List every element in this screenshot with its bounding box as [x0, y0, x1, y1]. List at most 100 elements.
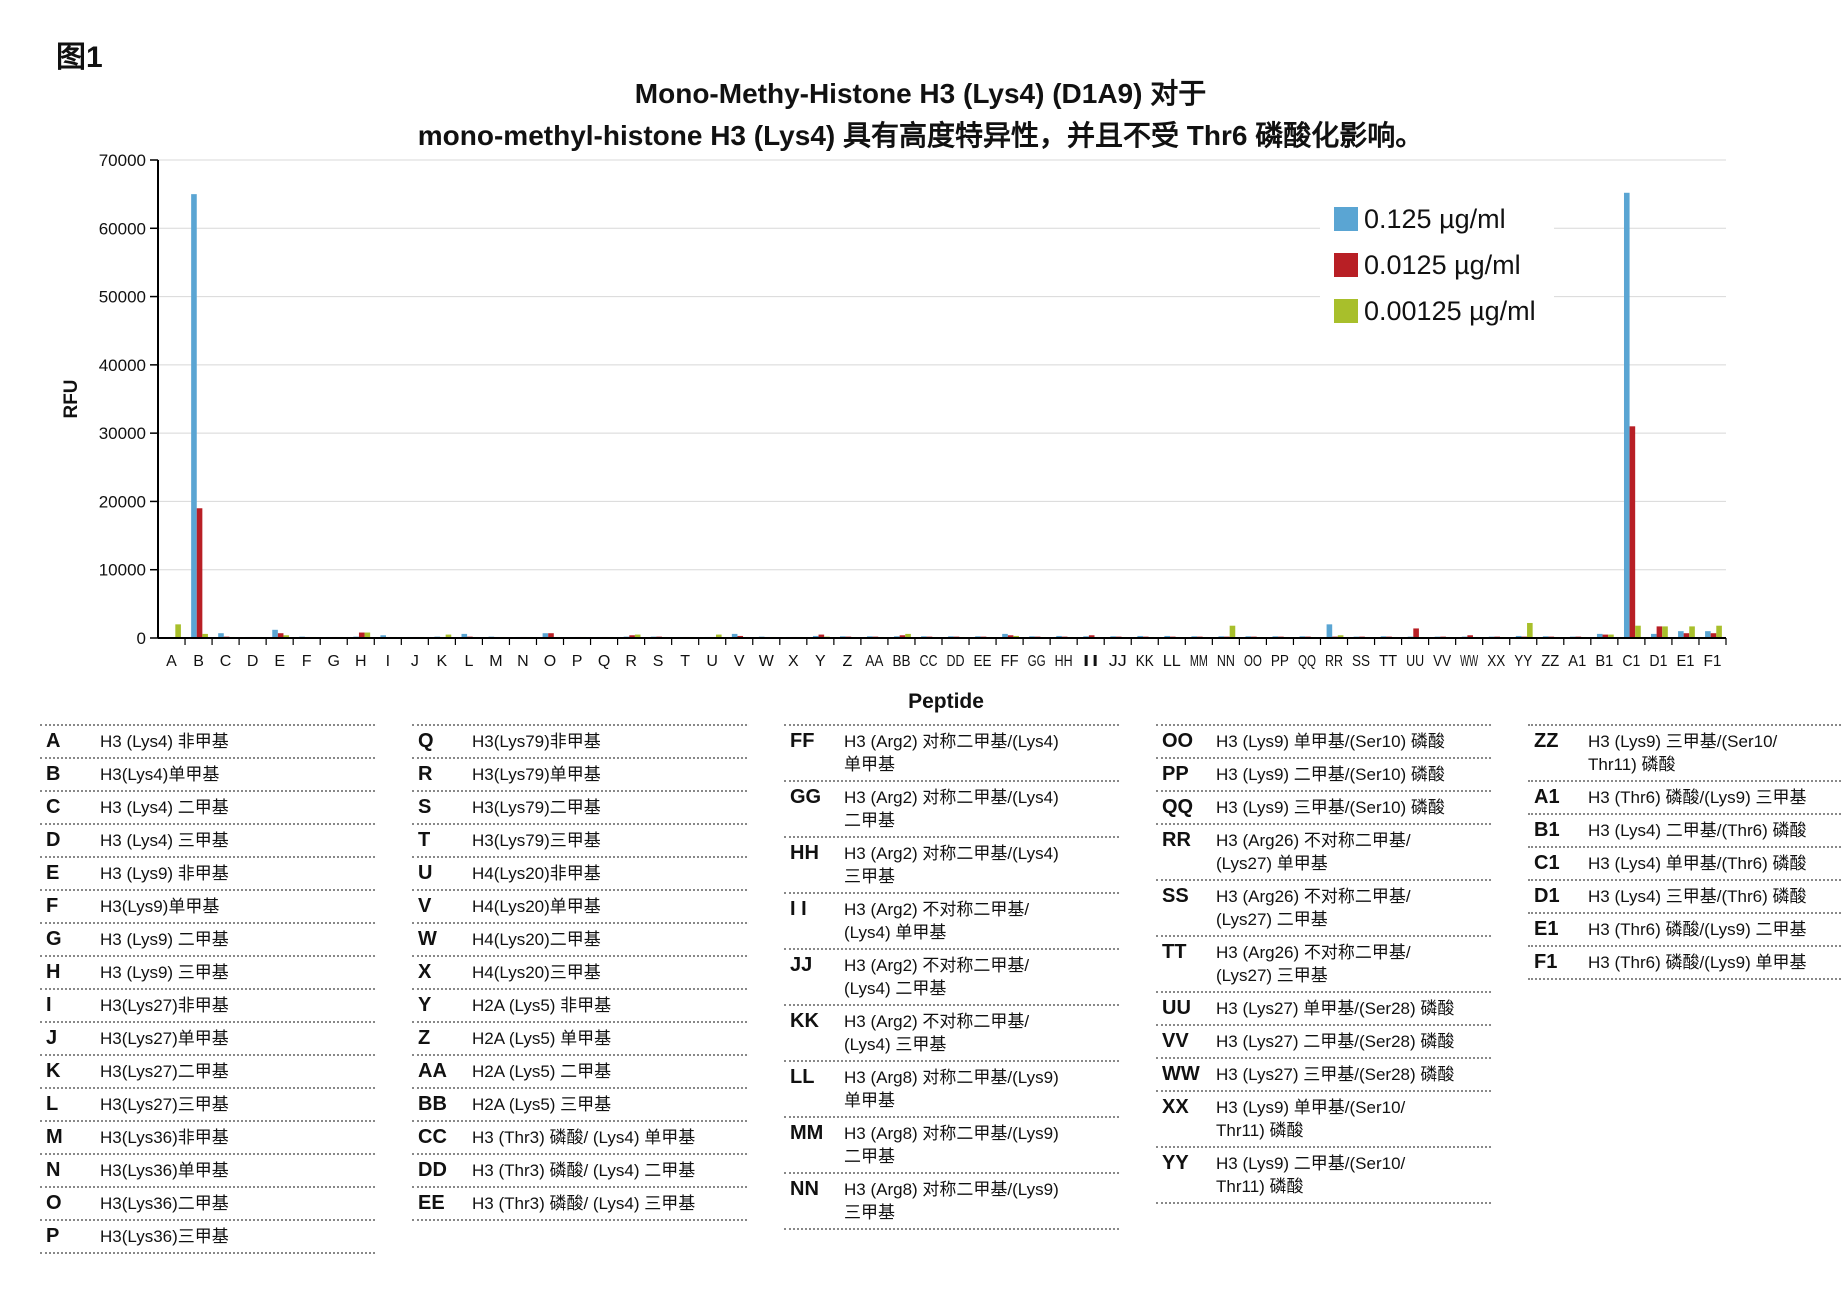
key-entry: WW H3 (Lys27) 三甲基/(Ser28) 磷酸 [1156, 1059, 1491, 1092]
bar-C1-series-2 [1629, 426, 1636, 638]
bar-I-series-1 [380, 635, 386, 638]
key-entry: J H3(Lys27)单甲基 [40, 1023, 375, 1056]
key-entry: A H3 (Lys4) 非甲基 [40, 726, 375, 759]
key-description: H3(Lys27)三甲基 [100, 1095, 229, 1114]
x-tick-label: L [464, 653, 473, 670]
bar-E-series-2 [277, 633, 284, 638]
key-description: H3 (Lys4) 二甲基 [100, 798, 229, 817]
key-entry: B1 H3 (Lys4) 二甲基/(Thr6) 磷酸 [1528, 815, 1841, 848]
key-code: KK [790, 1010, 819, 1032]
key-entry: HH H3 (Arg2) 对称二甲基/(Lys4) 三甲基 [784, 838, 1119, 894]
divider [412, 724, 747, 726]
x-tick-label: D [247, 653, 259, 670]
key-code: A [46, 730, 61, 752]
chart-title-line2: mono-methyl-histone H3 (Lys4) 具有高度特异性，并且… [417, 120, 1424, 151]
legend-swatch-series-1 [1334, 207, 1358, 231]
key-code: MM [790, 1122, 824, 1144]
x-axis-label: Peptide [908, 690, 984, 713]
key-code: OO [1162, 730, 1194, 752]
key-description: H2A (Lys5) 三甲基 [472, 1095, 612, 1114]
key-code: B1 [1534, 819, 1560, 841]
legend-item-series-1: 0.125 µg/ml [1334, 196, 1536, 242]
x-tick-label: B [193, 653, 204, 670]
bar-U-series-3 [716, 634, 722, 638]
key-description: H3 (Arg2) 不对称二甲基/ (Lys4) 单甲基 [844, 900, 1030, 942]
x-tick-label: C [220, 653, 232, 670]
key-description: H3 (Arg26) 不对称二甲基/ (Lys27) 二甲基 [1216, 887, 1411, 929]
key-code: XX [1162, 1096, 1189, 1118]
key-entry: I H3(Lys27)非甲基 [40, 990, 375, 1023]
bar-FF-series-2 [1007, 635, 1014, 638]
key-description: H3(Lys36)单甲基 [100, 1161, 229, 1180]
key-description: H4(Lys20)非甲基 [472, 864, 601, 883]
key-code: X [418, 961, 432, 983]
key-entry: VV H3 (Lys27) 二甲基/(Ser28) 磷酸 [1156, 1026, 1491, 1059]
bar-C-series-1 [218, 633, 224, 638]
bar-RR-series-1 [1326, 624, 1333, 638]
key-description: H3 (Arg2) 不对称二甲基/ (Lys4) 三甲基 [844, 1012, 1030, 1054]
key-code: ZZ [1534, 730, 1559, 752]
y-tick-label: 20000 [99, 492, 146, 511]
bar-BB-series-2 [899, 635, 906, 638]
key-entry: YY H3 (Lys9) 二甲基/(Ser10/ Thr11) 磷酸 [1156, 1148, 1491, 1204]
key-code: VV [1162, 1030, 1189, 1052]
key-description: H3 (Lys9) 非甲基 [100, 864, 229, 883]
key-description: H3 (Lys9) 二甲基/(Ser10/ Thr11) 磷酸 [1216, 1154, 1406, 1196]
key-entry: BB H2A (Lys5) 三甲基 [412, 1089, 747, 1122]
key-description: H3 (Lys27) 单甲基/(Ser28) 磷酸 [1216, 999, 1455, 1018]
key-entry: A1 H3 (Thr6) 磷酸/(Lys9) 三甲基 [1528, 782, 1841, 815]
bar-FF-series-1 [1002, 633, 1008, 638]
legend-item-series-2: 0.0125 µg/ml [1334, 242, 1536, 288]
key-description: H3 (Thr3) 磷酸/ (Lys4) 三甲基 [472, 1194, 696, 1213]
key-code: M [46, 1126, 63, 1148]
x-tick-label: QQ [1298, 653, 1316, 670]
key-description: H3 (Lys9) 三甲基 [100, 963, 229, 982]
bar-B1-series-1 [1596, 633, 1603, 638]
key-description: H3(Lys27)二甲基 [100, 1062, 229, 1081]
bar-RR-series-3 [1337, 635, 1344, 638]
x-tick-label: C1 [1622, 653, 1640, 670]
bar-D1-series-1 [1651, 633, 1657, 638]
key-code: CC [418, 1126, 447, 1148]
key-code: H [46, 961, 61, 983]
key-code: JJ [790, 954, 813, 976]
bar-UU-series-2 [1413, 628, 1419, 638]
x-tick-label: YY [1514, 653, 1532, 670]
key-description: H3 (Lys9) 单甲基/(Ser10) 磷酸 [1216, 732, 1445, 751]
bar-V-series-2 [737, 635, 744, 638]
key-code: AA [418, 1060, 447, 1082]
bar-D1-series-2 [1656, 626, 1663, 638]
x-tick-label: RR [1325, 653, 1343, 670]
key-code: F1 [1534, 951, 1558, 973]
x-tick-label: Z [842, 653, 852, 670]
x-tick-label: B1 [1595, 653, 1613, 670]
key-code: EE [418, 1192, 445, 1214]
legend-swatch-series-3 [1334, 299, 1358, 323]
key-entry: NN H3 (Arg8) 对称二甲基/(Lys9) 三甲基 [784, 1174, 1119, 1230]
divider [1528, 724, 1841, 726]
x-tick-label: P [572, 653, 583, 670]
x-tick-label: WW [1460, 653, 1479, 670]
bar-B-series-3 [202, 633, 208, 638]
x-tick-label: W [759, 653, 775, 670]
key-entry: Q H3(Lys79)非甲基 [412, 726, 747, 759]
key-entry: KK H3 (Arg2) 不对称二甲基/ (Lys4) 三甲基 [784, 1006, 1119, 1062]
x-tick-label: ZZ [1541, 653, 1559, 670]
key-code: Q [418, 730, 434, 752]
key-description: H4(Lys20)二甲基 [472, 930, 601, 949]
x-tick-label: E [274, 653, 285, 670]
key-code: NN [790, 1178, 819, 1200]
y-tick-label: 70000 [99, 151, 146, 170]
bar-B-series-2 [196, 508, 203, 638]
bar-E1-series-1 [1678, 631, 1684, 638]
key-description: H3 (Lys4) 二甲基/(Thr6) 磷酸 [1588, 821, 1807, 840]
key-entry: AA H2A (Lys5) 二甲基 [412, 1056, 747, 1089]
key-description: H3 (Lys4) 三甲基/(Thr6) 磷酸 [1588, 887, 1807, 906]
key-code: S [418, 796, 432, 818]
bar-NN-series-3 [1229, 625, 1236, 638]
key-entry: ZZ H3 (Lys9) 三甲基/(Ser10/ Thr11) 磷酸 [1528, 726, 1841, 782]
y-tick-label: 0 [137, 629, 146, 648]
key-code: I I [790, 898, 807, 920]
bar-F1-series-1 [1705, 631, 1711, 638]
key-description: H3 (Thr3) 磷酸/ (Lys4) 单甲基 [472, 1128, 696, 1147]
